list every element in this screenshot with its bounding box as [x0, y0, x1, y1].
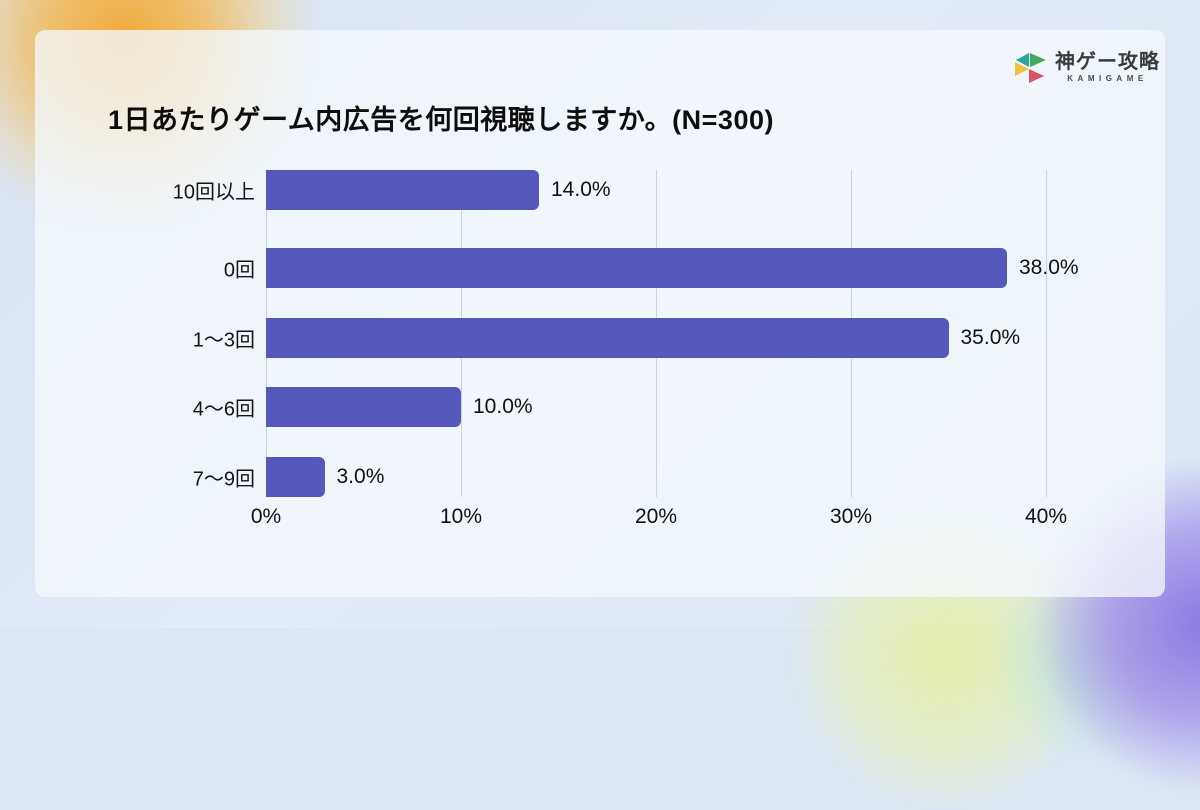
x-tick-label: 10% [439, 505, 483, 528]
bar [266, 457, 325, 497]
kamigame-logo-icon [1014, 52, 1048, 83]
category-label: 0回 [223, 259, 255, 282]
category-label: 4〜6回 [192, 398, 255, 421]
brand-logo: 神ゲー攻略 KAMIGAME [1014, 52, 1160, 83]
category-label: 10回以上 [172, 181, 255, 204]
bar-row: 7〜9回 3.0% [193, 457, 1046, 497]
bar [266, 318, 949, 358]
category-label: 1〜3回 [192, 329, 255, 352]
x-axis: 0% 10% 20% 30% 40% [251, 505, 1067, 535]
brand-logo-text: 神ゲー攻略 KAMIGAME [1055, 52, 1160, 83]
gridline [1046, 170, 1047, 497]
x-tick-label: 0% [250, 505, 282, 528]
value-label: 38.0% [1019, 256, 1079, 279]
brand-subtitle: KAMIGAME [1067, 74, 1148, 83]
chart-title: 1日あたりゲーム内広告を何回視聴しますか。(N=300) [108, 105, 774, 135]
value-label: 35.0% [960, 326, 1021, 349]
bar [266, 387, 461, 427]
bar [266, 248, 1007, 288]
bar-row: 4〜6回 10.0% [193, 387, 1046, 427]
brand-name: 神ゲー攻略 [1055, 51, 1160, 73]
value-label: 14.0% [551, 178, 611, 201]
x-tick-label: 40% [1024, 505, 1068, 528]
bar [266, 170, 539, 210]
plot-area: 0回 38.0% 1〜3回 35.0% 4〜6回 10.0% 7〜9回 3.0%… [173, 170, 1079, 497]
value-label: 10.0% [473, 395, 533, 418]
value-label: 3.0% [336, 465, 385, 488]
bar-row: 0回 38.0% [224, 248, 1079, 288]
chart-card [35, 30, 1165, 597]
x-tick-label: 20% [634, 505, 678, 528]
bar-row: 1〜3回 35.0% [193, 318, 1046, 358]
bar-row: 10回以上 14.0% [173, 170, 1046, 210]
category-label: 7〜9回 [192, 468, 255, 491]
x-tick-label: 30% [829, 505, 873, 528]
